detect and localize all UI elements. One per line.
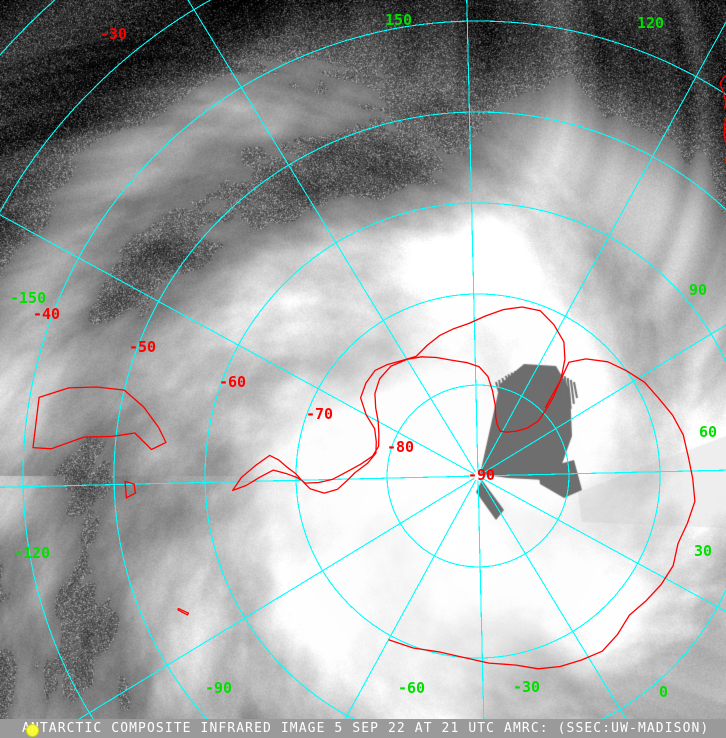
parallel--40 (22, 20, 726, 738)
coast-south-georgia (177, 607, 190, 616)
coast-falkland-islands (124, 480, 137, 499)
longitude-label-0: 0 (659, 683, 668, 701)
coastline-overlay (32, 75, 726, 670)
longitude-label-90: 90 (689, 281, 707, 299)
caption-bar: ANTARCTIC COMPOSITE INFRARED IMAGE 5 SEP… (0, 719, 726, 738)
latitude-label--40: -40 (33, 305, 60, 323)
coast-antarctic-east (388, 358, 696, 670)
meridian--30 (46, 477, 475, 738)
meridian-0 (334, 479, 477, 738)
parallel--50 (113, 111, 726, 738)
meridian-150 (481, 324, 726, 475)
latitude-label--50: -50 (129, 338, 156, 356)
caption-text: ANTARCTIC COMPOSITE INFRARED IMAGE 5 SEP… (22, 721, 710, 736)
meridian--180 (479, 20, 726, 473)
longitude-label-group: 150 120 90 60 30 0 -30 -60 -90 -120 -150 (10, 11, 717, 701)
meridian-90 (481, 477, 726, 613)
meridian--120 (187, 0, 477, 473)
latitude-label--60: -60 (219, 373, 246, 391)
latitude-label--30: -30 (100, 25, 127, 43)
meridian--90 (0, 214, 475, 475)
longitude-label--150: -150 (10, 289, 46, 307)
coast-south-america (32, 386, 167, 451)
longitude-label--30: -30 (513, 678, 540, 696)
longitude-label--90: -90 (205, 679, 232, 697)
longitude-label-60: 60 (699, 423, 717, 441)
meridian-60 (479, 479, 639, 738)
parallel--70 (295, 293, 661, 659)
longitude-label-150: 150 (385, 11, 412, 29)
coast-new-zealand-north (719, 75, 726, 109)
parallel--80 (386, 384, 570, 568)
latitude-label--90: -90 (468, 466, 495, 484)
coast-antarctic-west (232, 306, 566, 494)
longitude-label-120: 120 (637, 14, 664, 32)
mouse-cursor-highlight[interactable] (26, 723, 39, 737)
meridian-120 (482, 469, 726, 477)
meridian--150 (466, 0, 479, 472)
latitude-label-group: -30 -40 -50 -60 -70 -80 -90 (33, 25, 495, 484)
latitude-label--70: -70 (306, 405, 333, 423)
latitude-label--80: -80 (387, 438, 414, 456)
longitude-label-30: 30 (694, 542, 712, 560)
longitude-label--120: -120 (14, 544, 50, 562)
meridian-30 (477, 480, 485, 738)
parallel--60 (204, 202, 726, 738)
longitude-label--60: -60 (398, 679, 425, 697)
